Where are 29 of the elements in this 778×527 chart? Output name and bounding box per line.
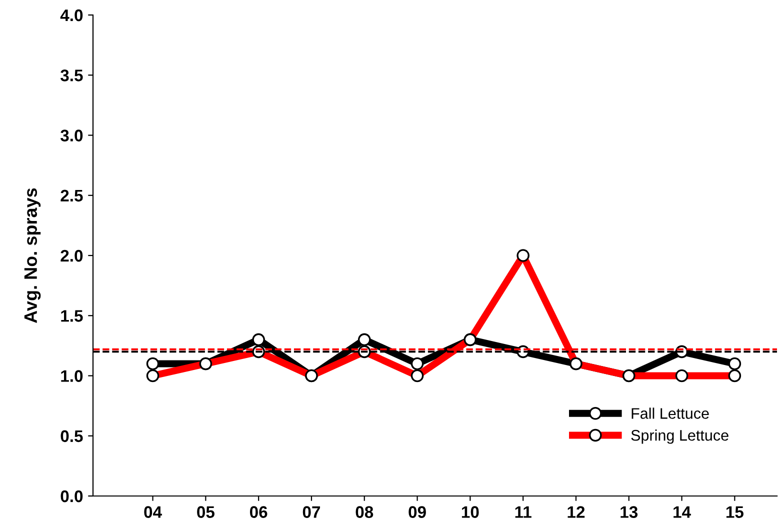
y-tick-label: 0.5	[60, 430, 83, 442]
y-axis-title: Avg. No. sprays	[24, 188, 41, 323]
legend-label: Fall Lettuce	[632, 408, 709, 419]
y-tick-label: 4.0	[60, 9, 83, 22]
legend-label: Spring Lettuce	[631, 430, 728, 444]
x-tick-label: 07	[302, 506, 320, 518]
point	[146, 357, 160, 370]
x-tick-label: 13	[620, 506, 638, 518]
x-tick-label: 10	[462, 506, 479, 518]
y-tick-label: 3.5	[60, 70, 83, 82]
x-tick-label: 12	[568, 506, 585, 518]
x-tick-label: 08	[356, 506, 374, 518]
x-tick-label: 15	[726, 506, 744, 518]
point	[410, 357, 424, 370]
point	[728, 357, 742, 370]
y-tick-label: 1.5	[61, 310, 83, 322]
y-tick-label: 2.5	[60, 190, 83, 202]
point	[358, 333, 371, 346]
x-tick-label: 04	[144, 506, 162, 518]
point	[252, 333, 265, 346]
y-tick-label: 1.0	[61, 370, 83, 382]
x-tick-label: 06	[250, 506, 268, 518]
y-tick-label: 0.0	[60, 490, 83, 502]
x-tick-label: 11	[515, 506, 532, 518]
x-tick-label: 09	[408, 506, 426, 518]
y-tick-label: 3.0	[60, 130, 83, 142]
x-tick-label: 14	[674, 506, 691, 518]
x-tick-label: 05	[197, 506, 214, 518]
y-tick-label: 2.0	[60, 250, 83, 262]
